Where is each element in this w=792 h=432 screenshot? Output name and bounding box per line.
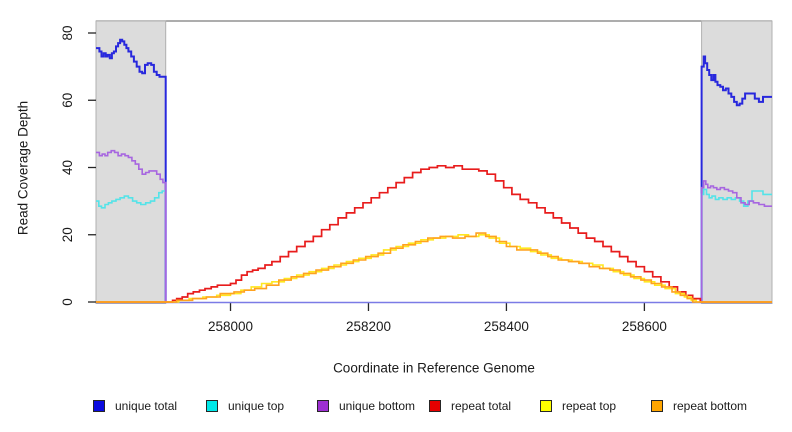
series-line-repeat-bottom xyxy=(96,232,772,303)
y-tick-label: 60 xyxy=(60,93,75,108)
legend-swatch-unique-total xyxy=(93,400,105,412)
legend-label: repeat total xyxy=(451,399,512,413)
legend-swatch-repeat-top xyxy=(540,400,552,412)
x-tick-label: 258000 xyxy=(208,319,253,334)
shaded-region-left xyxy=(95,20,167,304)
legend: unique total unique top unique bottom repea… xyxy=(0,399,792,415)
shaded-region-right xyxy=(701,20,773,304)
legend-item-unique-top: unique top xyxy=(206,399,284,413)
legend-label: unique bottom xyxy=(339,399,416,413)
y-tick-label: 0 xyxy=(60,298,75,306)
y-tick-label: 20 xyxy=(60,227,75,242)
series-line-unique-total xyxy=(96,38,167,302)
series-line-unique-bottom xyxy=(700,180,772,302)
series-line-unique-bottom xyxy=(96,149,167,302)
x-tick-label: 258200 xyxy=(346,319,391,334)
x-tick-label: 258400 xyxy=(484,319,529,334)
series-line-unique-top xyxy=(96,190,167,302)
legend-label: repeat bottom xyxy=(673,399,748,413)
legend-swatch-unique-top xyxy=(206,400,218,412)
series-line-unique-total xyxy=(700,55,772,302)
legend-swatch-repeat-bottom xyxy=(651,400,663,412)
legend-swatch-repeat-total xyxy=(429,400,441,412)
legend-label: unique total xyxy=(115,399,178,413)
series-line-repeat-total xyxy=(96,164,772,303)
legend-swatch-unique-bottom xyxy=(317,400,329,412)
y-tick-label: 80 xyxy=(60,25,75,40)
plot-top-border xyxy=(96,20,772,22)
x-axis-title: Coordinate in Reference Genome xyxy=(333,360,535,376)
legend-item-repeat-bottom: repeat bottom xyxy=(651,399,747,413)
legend-item-unique-total: unique total xyxy=(93,399,177,413)
legend-label: unique top xyxy=(228,399,285,413)
legend-item-repeat-total: repeat total xyxy=(429,399,511,413)
legend-item-unique-bottom: unique bottom xyxy=(317,399,415,413)
legend-item-repeat-top: repeat top xyxy=(540,399,616,413)
x-tick-label: 258600 xyxy=(622,319,667,334)
legend-label: repeat top xyxy=(562,399,617,413)
y-tick-label: 40 xyxy=(60,160,75,175)
